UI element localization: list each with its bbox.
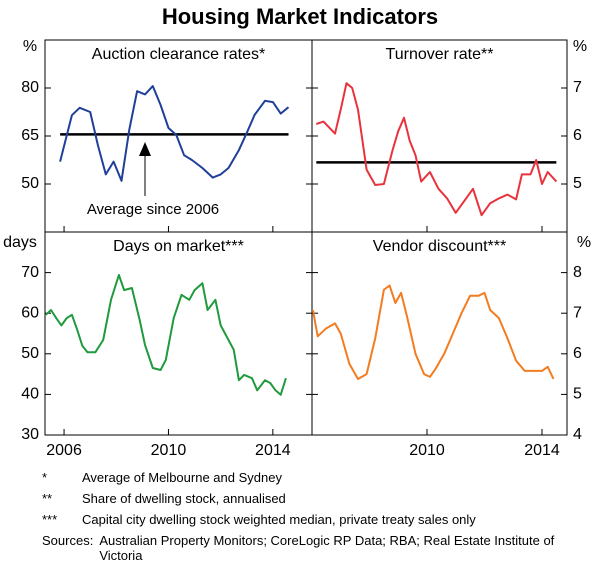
notes: * Average of Melbourne and Sydney ** Share… bbox=[0, 470, 600, 569]
y-axis-unit: % bbox=[577, 234, 591, 251]
note-marker: *** bbox=[42, 512, 58, 527]
data-line bbox=[311, 284, 555, 380]
data-line bbox=[59, 85, 290, 182]
panel-title: Days on market*** bbox=[113, 238, 244, 255]
y-axis-unit: % bbox=[23, 38, 37, 55]
note-text: Average of Melbourne and Sydney bbox=[82, 470, 282, 485]
panel-frame bbox=[44, 231, 313, 436]
annotation-arrowhead bbox=[139, 142, 151, 156]
y-tick-label: 8 bbox=[573, 264, 582, 281]
y-tick-label: 80 bbox=[21, 79, 39, 96]
note-marker: ** bbox=[42, 491, 53, 506]
y-tick-label: 5 bbox=[573, 386, 582, 403]
note-marker: * bbox=[42, 470, 48, 485]
panel-frame bbox=[311, 39, 568, 233]
y-tick-label: 5 bbox=[573, 175, 582, 192]
x-tick-label: 2006 bbox=[46, 442, 82, 459]
x-tick-label: 2014 bbox=[524, 442, 560, 459]
y-axis-unit: % bbox=[573, 38, 587, 55]
y-axis-unit: days bbox=[3, 234, 37, 251]
note: * Average of Melbourne and Sydney bbox=[0, 470, 600, 485]
y-tick-label: 50 bbox=[21, 175, 39, 192]
x-tick-label: 2010 bbox=[409, 442, 445, 459]
y-tick-label: 70 bbox=[21, 264, 39, 281]
y-tick-label: 60 bbox=[21, 304, 39, 321]
note-text: Capital city dwelling stock weighted med… bbox=[82, 512, 476, 527]
x-tick-label: 2010 bbox=[151, 442, 187, 459]
sources: Sources: Australian Property Monitors; Co… bbox=[0, 533, 600, 563]
y-tick-label: 6 bbox=[573, 127, 582, 144]
chart-figure: Housing Market Indicators Auction cleara… bbox=[3, 4, 591, 459]
data-line bbox=[315, 82, 558, 217]
y-tick-label: 50 bbox=[21, 345, 39, 362]
y-tick-label: 40 bbox=[21, 386, 39, 403]
y-tick-label: 30 bbox=[21, 426, 39, 443]
sources-label: Sources: bbox=[42, 533, 94, 548]
y-tick-label: 65 bbox=[21, 127, 39, 144]
note: *** Capital city dwelling stock weighted … bbox=[0, 512, 600, 527]
sources-text: Australian Property Monitors; CoreLogic … bbox=[99, 533, 555, 563]
x-tick-label: 2014 bbox=[255, 442, 291, 459]
annotation: Average since 2006 bbox=[87, 201, 219, 218]
data-line bbox=[45, 274, 287, 396]
note-text: Share of dwelling stock, annualised bbox=[82, 491, 286, 506]
y-tick-label: 4 bbox=[573, 426, 582, 443]
panel-title: Auction clearance rates* bbox=[92, 46, 265, 63]
panel-title: Turnover rate** bbox=[386, 46, 494, 63]
panel-frame bbox=[311, 231, 568, 436]
y-tick-label: 6 bbox=[573, 345, 582, 362]
figure-title: Housing Market Indicators bbox=[162, 4, 438, 29]
note: ** Share of dwelling stock, annualised bbox=[0, 491, 600, 506]
y-tick-label: 7 bbox=[573, 304, 582, 321]
panel-title: Vendor discount*** bbox=[373, 238, 506, 255]
y-tick-label: 7 bbox=[573, 79, 582, 96]
